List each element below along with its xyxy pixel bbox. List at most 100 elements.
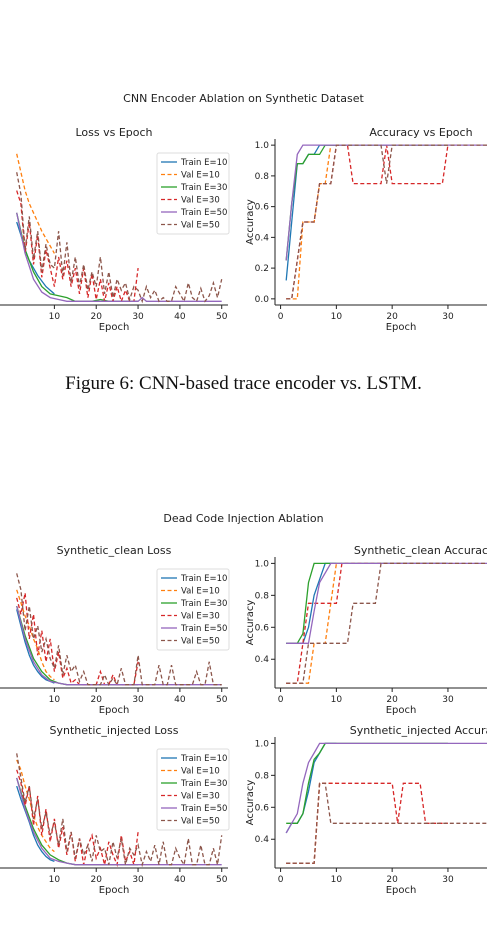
series-line-train-e-50 bbox=[285, 742, 487, 834]
y-tick-label: 0.6 bbox=[255, 803, 270, 813]
x-tick-label: 40 bbox=[174, 312, 186, 322]
chart-title: Synthetic_injected Loss bbox=[49, 724, 178, 737]
series-line-train-e-50 bbox=[16, 777, 222, 866]
x-tick-label: 10 bbox=[49, 312, 61, 322]
y-tick-label: 0.4 bbox=[255, 835, 270, 845]
y-axis-label: Accuracy bbox=[245, 780, 256, 826]
chart-title: Synthetic_injected Accura bbox=[350, 724, 487, 737]
chart-f6-loss: Loss vs Epoch 10 20 30 40 50 Epoch Train E=10 Va… bbox=[0, 126, 230, 333]
legend-label: Val E=50 bbox=[181, 817, 220, 827]
x-tick-label: 40 bbox=[174, 695, 186, 705]
series-line-val-e-50 bbox=[16, 753, 223, 868]
legend-label: Val E=50 bbox=[181, 637, 220, 647]
x-tick-label: 10 bbox=[331, 695, 343, 705]
x-tick-label: 30 bbox=[442, 312, 454, 322]
chart-f7-clean-acc: Synthetic_clean Accurac 10 20 30 0 Epoch 0.4 0.… bbox=[245, 544, 487, 716]
series-line-val-e-10 bbox=[16, 759, 55, 853]
x-tick-label: 0 bbox=[278, 312, 284, 322]
x-tick-label: 30 bbox=[132, 312, 144, 322]
legend-label: Train E=10 bbox=[180, 574, 227, 584]
series-line-val-e-10 bbox=[16, 153, 55, 254]
x-tick-label: 10 bbox=[331, 312, 343, 322]
legend: Train E=10 Val E=10 Train E=30 Val E=30 Trai… bbox=[156, 152, 230, 235]
legend: Train E=10 Val E=10 Train E=30 Val E=30 Trai… bbox=[156, 568, 230, 651]
x-axis-label: Epoch bbox=[386, 705, 417, 716]
x-tick-label: 0 bbox=[278, 875, 284, 885]
chart-title: Synthetic_clean Loss bbox=[57, 544, 172, 557]
x-axis-label: Epoch bbox=[386, 322, 417, 333]
legend-label: Val E=10 bbox=[181, 171, 220, 181]
x-axis-label: Epoch bbox=[386, 885, 417, 896]
y-tick-label: 1.0 bbox=[255, 739, 270, 749]
chart-title: Loss vs Epoch bbox=[75, 126, 152, 139]
chart-f7-inj-loss: Synthetic_injected Loss 10 20 30 40 50 Epoch Tr… bbox=[0, 724, 230, 896]
series-line-val-e-10 bbox=[286, 144, 337, 300]
x-tick-label: 20 bbox=[386, 875, 398, 885]
legend-label: Train E=10 bbox=[180, 754, 227, 764]
legend-label: Train E=10 bbox=[180, 158, 227, 168]
chart-title: Synthetic_clean Accurac bbox=[354, 544, 487, 557]
series-line-val-e-50 bbox=[16, 172, 223, 304]
series-line-val-e-50 bbox=[16, 573, 222, 687]
chart-f6-acc: Accuracy vs Epoch 10 20 30 0 Epoch 0.0 0.2 0.4 0.… bbox=[245, 126, 487, 333]
legend: Train E=10 Val E=10 Train E=30 Val E=30 Trai… bbox=[156, 748, 230, 831]
series-group bbox=[285, 742, 487, 864]
legend-label: Val E=30 bbox=[181, 792, 220, 802]
y-axis-label: Accuracy bbox=[245, 600, 256, 646]
x-axis-label: Epoch bbox=[99, 885, 130, 896]
x-tick-label: 10 bbox=[331, 875, 343, 885]
axes: 10 20 30 40 50 Epoch bbox=[0, 687, 228, 716]
legend-label: Train E=30 bbox=[180, 599, 227, 609]
y-tick-label: 0.8 bbox=[255, 771, 270, 781]
x-tick-label: 10 bbox=[49, 695, 61, 705]
y-tick-label: 1.0 bbox=[255, 141, 270, 151]
legend-label: Train E=30 bbox=[180, 183, 227, 193]
legend-box bbox=[156, 152, 230, 235]
series-group bbox=[16, 153, 223, 304]
x-tick-label: 30 bbox=[132, 875, 144, 885]
y-axis-label: Accuracy bbox=[245, 199, 256, 245]
series-line-train-e-50 bbox=[16, 605, 222, 686]
series-line-val-e-50 bbox=[286, 562, 487, 684]
series-line-train-e-50 bbox=[16, 212, 222, 302]
x-tick-label: 20 bbox=[386, 312, 398, 322]
legend-box bbox=[156, 748, 230, 831]
x-axis-label: Epoch bbox=[99, 705, 130, 716]
x-tick-label: 30 bbox=[442, 875, 454, 885]
x-tick-label: 40 bbox=[174, 875, 186, 885]
series-line-val-e-10 bbox=[16, 589, 55, 681]
y-tick-label: 0.8 bbox=[255, 172, 270, 182]
series-line-train-e-10 bbox=[16, 785, 55, 863]
figure6-caption: Figure 6: CNN-based trace encoder vs. LS… bbox=[65, 373, 422, 394]
y-tick-label: 0.2 bbox=[255, 264, 269, 274]
series-line-val-e-50 bbox=[286, 782, 487, 864]
legend-box bbox=[156, 568, 230, 651]
figure6-suptitle: CNN Encoder Ablation on Synthetic Datase… bbox=[123, 92, 364, 105]
x-tick-label: 30 bbox=[132, 695, 144, 705]
axes: 10 20 30 40 50 Epoch bbox=[0, 867, 228, 896]
series-line-train-e-10 bbox=[285, 144, 337, 281]
x-tick-label: 0 bbox=[278, 695, 284, 705]
series-line-val-e-50 bbox=[286, 144, 487, 300]
x-tick-label: 20 bbox=[90, 875, 102, 885]
series-line-train-e-30 bbox=[285, 144, 448, 261]
y-tick-label: 0.4 bbox=[255, 233, 270, 243]
x-tick-label: 20 bbox=[90, 695, 102, 705]
x-tick-label: 20 bbox=[90, 312, 102, 322]
legend-label: Train E=30 bbox=[180, 779, 227, 789]
axes: 10 20 30 40 50 Epoch bbox=[0, 304, 228, 333]
x-tick-label: 50 bbox=[216, 875, 228, 885]
legend-label: Val E=30 bbox=[181, 196, 220, 206]
chart-f7-inj-acc: Synthetic_injected Accura 10 20 30 0 Epoch 0.4… bbox=[245, 724, 487, 896]
axes: 10 20 30 0 Epoch 0.0 0.2 0.4 0.6 0.8 1.0 Accuracy bbox=[245, 139, 487, 333]
x-tick-label: 50 bbox=[216, 695, 228, 705]
y-tick-label: 0.0 bbox=[255, 295, 270, 305]
x-tick-label: 20 bbox=[386, 695, 398, 705]
y-tick-label: 0.8 bbox=[255, 591, 270, 601]
chart-title: Accuracy vs Epoch bbox=[369, 126, 472, 139]
series-line-val-e-30 bbox=[286, 144, 449, 300]
series-line-val-e-10 bbox=[286, 563, 338, 684]
legend-label: Train E=50 bbox=[180, 804, 227, 814]
series-line-train-e-50 bbox=[285, 144, 487, 261]
x-axis-label: Epoch bbox=[99, 322, 130, 333]
